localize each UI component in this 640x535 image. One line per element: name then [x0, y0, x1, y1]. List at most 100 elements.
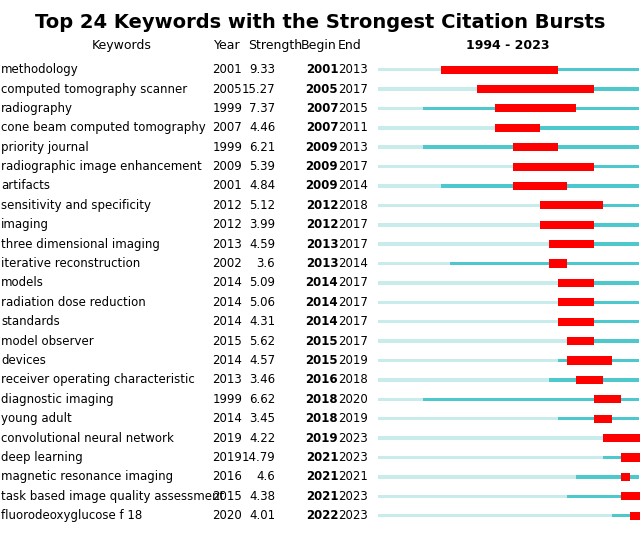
Text: 2023: 2023 [338, 490, 367, 503]
Text: 14.79: 14.79 [241, 451, 275, 464]
Bar [612, 514, 639, 517]
Bar [378, 126, 639, 129]
Text: 4.59: 4.59 [249, 238, 275, 251]
Text: 2009: 2009 [306, 179, 338, 193]
Text: 2017: 2017 [338, 218, 367, 231]
Bar [566, 339, 639, 343]
Text: 4.46: 4.46 [249, 121, 275, 134]
Bar [576, 475, 639, 479]
Text: 2013: 2013 [338, 63, 367, 76]
Text: 4.57: 4.57 [249, 354, 275, 367]
Text: 2013: 2013 [338, 141, 367, 154]
Text: devices: devices [1, 354, 46, 367]
Bar [566, 356, 612, 364]
Bar [513, 163, 594, 171]
Text: 2013: 2013 [212, 238, 242, 251]
Text: 4.31: 4.31 [249, 315, 275, 328]
Bar [495, 126, 639, 129]
Text: 2005: 2005 [212, 82, 242, 96]
Text: 2021: 2021 [306, 451, 338, 464]
Bar [576, 376, 603, 384]
Text: 1999: 1999 [212, 141, 242, 154]
Text: 1994 - 2023: 1994 - 2023 [467, 39, 550, 52]
Text: 4.6: 4.6 [257, 470, 275, 484]
Text: 2009: 2009 [212, 160, 242, 173]
Text: 2014: 2014 [338, 257, 367, 270]
Bar [477, 87, 639, 91]
Bar [378, 301, 639, 304]
Text: Begin: Begin [301, 39, 337, 52]
Text: 2014: 2014 [212, 354, 242, 367]
Text: 2001: 2001 [306, 63, 338, 76]
Text: 2021: 2021 [306, 470, 338, 484]
Text: 2014: 2014 [212, 412, 242, 425]
Text: 2017: 2017 [338, 160, 367, 173]
Text: 2018: 2018 [338, 373, 367, 386]
Text: 4.01: 4.01 [249, 509, 275, 522]
Text: 2023: 2023 [338, 509, 367, 522]
Bar [540, 201, 603, 209]
Text: artifacts: artifacts [1, 179, 51, 193]
Bar [630, 511, 640, 519]
Bar [378, 475, 639, 479]
Text: 2013: 2013 [212, 373, 242, 386]
Text: model observer: model observer [1, 334, 94, 348]
Text: 4.38: 4.38 [249, 490, 275, 503]
Text: 2013: 2013 [306, 238, 338, 251]
Text: 2021: 2021 [338, 470, 367, 484]
Bar [513, 143, 557, 151]
Bar [566, 494, 639, 498]
Text: 2014: 2014 [338, 179, 367, 193]
Text: 2014: 2014 [212, 277, 242, 289]
Text: 2009: 2009 [306, 160, 338, 173]
Text: 2014: 2014 [306, 315, 338, 328]
Text: 2001: 2001 [212, 63, 242, 76]
Bar [378, 339, 639, 343]
Bar [495, 104, 576, 112]
Text: 2005: 2005 [306, 82, 338, 96]
Text: 2001: 2001 [212, 179, 242, 193]
Bar [594, 395, 621, 403]
Text: receiver operating characteristic: receiver operating characteristic [1, 373, 195, 386]
Text: 2017: 2017 [338, 296, 367, 309]
Text: 3.45: 3.45 [249, 412, 275, 425]
Bar [378, 242, 639, 246]
Text: 5.06: 5.06 [249, 296, 275, 309]
Text: fluorodeoxyglucose f 18: fluorodeoxyglucose f 18 [1, 509, 143, 522]
Text: 2021: 2021 [306, 490, 338, 503]
Bar [557, 299, 594, 307]
Bar [557, 301, 639, 304]
Text: 2019: 2019 [212, 451, 242, 464]
Bar [422, 106, 639, 110]
Bar [378, 456, 639, 459]
Bar [378, 204, 639, 207]
Bar [540, 204, 639, 207]
Bar [378, 68, 639, 71]
Text: 2012: 2012 [212, 199, 242, 212]
Text: iterative reconstruction: iterative reconstruction [1, 257, 141, 270]
Text: 4.22: 4.22 [249, 432, 275, 445]
Text: 2007: 2007 [306, 102, 338, 115]
Text: diagnostic imaging: diagnostic imaging [1, 393, 114, 406]
Bar [566, 337, 594, 345]
Text: 3.6: 3.6 [257, 257, 275, 270]
Text: 2018: 2018 [306, 412, 338, 425]
Text: task based image quality assessment: task based image quality assessment [1, 490, 225, 503]
Text: 5.39: 5.39 [249, 160, 275, 173]
Text: 2023: 2023 [338, 451, 367, 464]
Text: 9.33: 9.33 [249, 63, 275, 76]
Text: Keywords: Keywords [92, 39, 152, 52]
Bar [378, 320, 639, 324]
Bar [378, 262, 639, 265]
Bar [548, 259, 566, 268]
Bar [621, 473, 630, 481]
Text: 2013: 2013 [306, 257, 338, 270]
Text: 5.62: 5.62 [249, 334, 275, 348]
Text: 2007: 2007 [212, 121, 242, 134]
Text: computed tomography scanner: computed tomography scanner [1, 82, 188, 96]
Text: 2019: 2019 [338, 412, 367, 425]
Bar [378, 378, 639, 381]
Text: 1999: 1999 [212, 393, 242, 406]
Text: 2017: 2017 [338, 238, 367, 251]
Bar [440, 66, 557, 74]
